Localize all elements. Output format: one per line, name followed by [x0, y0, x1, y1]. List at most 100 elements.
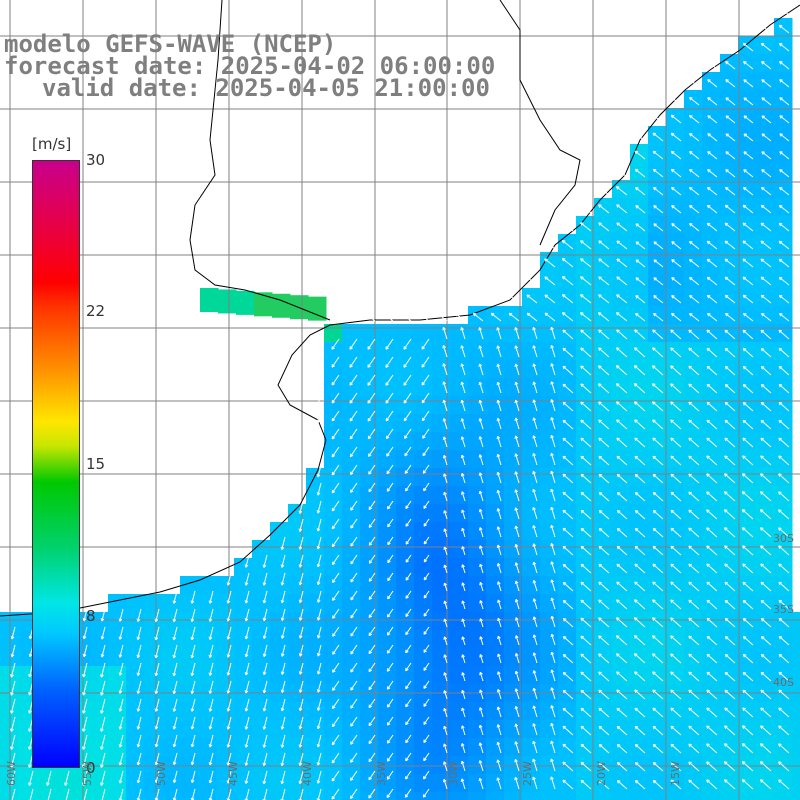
- wind-arrow: [580, 653, 592, 664]
- wind-arrow: [209, 698, 214, 712]
- wind-arrow-head: [562, 725, 567, 728]
- wind-cell: [720, 360, 739, 379]
- wind-arrow-head: [497, 489, 501, 493]
- wind-cell: [648, 756, 667, 775]
- wind-cell: [648, 558, 667, 577]
- wind-arrow-head: [743, 671, 747, 674]
- wind-arrow: [670, 347, 682, 358]
- wind-cell: [396, 594, 415, 613]
- wind-arrow: [281, 536, 286, 550]
- wind-arrow: [514, 741, 520, 754]
- wind-cell: [702, 450, 721, 469]
- wind-arrow: [479, 363, 484, 376]
- wind-arrow-head: [635, 725, 639, 728]
- wind-arrow: [405, 752, 412, 762]
- wind-arrow: [317, 698, 322, 711]
- wind-arrow: [497, 635, 502, 646]
- wind-arrow: [227, 770, 232, 784]
- wind-cell: [594, 468, 613, 487]
- wind-arrow: [461, 564, 466, 574]
- wind-arrow: [580, 383, 592, 394]
- wind-arrow: [580, 635, 592, 646]
- wind-arrow: [688, 455, 700, 466]
- wind-arrow: [670, 383, 682, 394]
- wind-cell: [540, 288, 559, 307]
- wind-arrow: [580, 545, 592, 556]
- wind-cell: [486, 414, 505, 433]
- wind-cell: [702, 594, 721, 613]
- wind-arrow: [385, 410, 394, 422]
- wind-arrow: [119, 788, 124, 800]
- wind-arrow-head: [761, 384, 765, 386]
- wind-arrow-head: [616, 258, 620, 261]
- wind-cell: [774, 288, 793, 307]
- wind-arrow: [100, 662, 106, 678]
- wind-arrow-head: [316, 401, 319, 405]
- wind-cell: [468, 576, 487, 595]
- wind-cell: [756, 792, 775, 800]
- wind-cell: [162, 756, 181, 775]
- wind-arrow-head: [208, 654, 211, 658]
- wind-arrow: [707, 313, 718, 322]
- wind-arrow: [635, 277, 646, 286]
- wind-arrow-head: [533, 543, 537, 547]
- wind-arrow-head: [688, 383, 692, 386]
- wind-cell: [612, 450, 631, 469]
- wind-cell: [702, 432, 721, 451]
- wind-cell: [414, 612, 433, 631]
- wind-arrow-head: [244, 798, 246, 800]
- wind-arrow: [688, 473, 700, 484]
- wind-arrow-head: [562, 779, 566, 782]
- wind-cell: [774, 234, 793, 253]
- wind-cell: [432, 378, 451, 397]
- wind-arrow: [778, 689, 790, 700]
- wind-arrow-head: [444, 690, 447, 693]
- wind-arrow-head: [778, 761, 782, 763]
- wind-arrow: [689, 259, 700, 268]
- wind-arrow-head: [262, 689, 265, 693]
- wind-cell: [540, 648, 559, 667]
- wind-cell: [756, 36, 775, 55]
- wind-cell: [108, 630, 127, 649]
- wind-cell: [306, 738, 325, 757]
- wind-cell: [702, 792, 721, 800]
- wind-cell: [198, 630, 217, 649]
- wind-arrow-head: [725, 115, 730, 117]
- wind-arrow: [760, 204, 772, 214]
- wind-arrow-head: [598, 329, 602, 332]
- wind-arrow: [367, 374, 376, 386]
- wind-arrow-head: [670, 365, 674, 368]
- wind-cell: [414, 666, 433, 685]
- wind-arrow-head: [551, 345, 554, 348]
- wind-arrow-head: [724, 545, 728, 548]
- wind-arrow: [331, 446, 340, 458]
- wind-arrow-head: [653, 168, 657, 171]
- wind-arrow: [724, 222, 736, 232]
- wind-arrow: [209, 590, 214, 604]
- wind-cell: [684, 180, 703, 199]
- wind-cell: [144, 594, 163, 613]
- wind-cell: [630, 414, 649, 433]
- wind-cell: [756, 594, 775, 613]
- wind-arrow-head: [743, 169, 747, 171]
- wind-arrow-head: [760, 491, 764, 493]
- wind-arrow-head: [634, 599, 638, 601]
- wind-arrow-head: [635, 277, 639, 279]
- wind-arrow-head: [688, 743, 692, 746]
- wind-arrow: [479, 563, 484, 574]
- wind-arrow: [652, 132, 664, 142]
- wind-arrow-head: [742, 545, 746, 547]
- wind-arrow-head: [479, 472, 483, 476]
- wind-arrow: [515, 580, 520, 592]
- wind-arrow-head: [742, 491, 746, 493]
- wind-cell: [450, 720, 469, 739]
- wind-cell: [738, 612, 757, 631]
- wind-cell: [666, 414, 685, 433]
- wind-arrow-head: [298, 581, 301, 586]
- wind-arrow-head: [598, 635, 602, 637]
- wind-cell: [774, 180, 793, 199]
- wind-arrow-head: [136, 744, 139, 748]
- wind-arrow-head: [461, 399, 465, 403]
- wind-arrow: [350, 626, 358, 637]
- wind-arrow-head: [244, 635, 247, 640]
